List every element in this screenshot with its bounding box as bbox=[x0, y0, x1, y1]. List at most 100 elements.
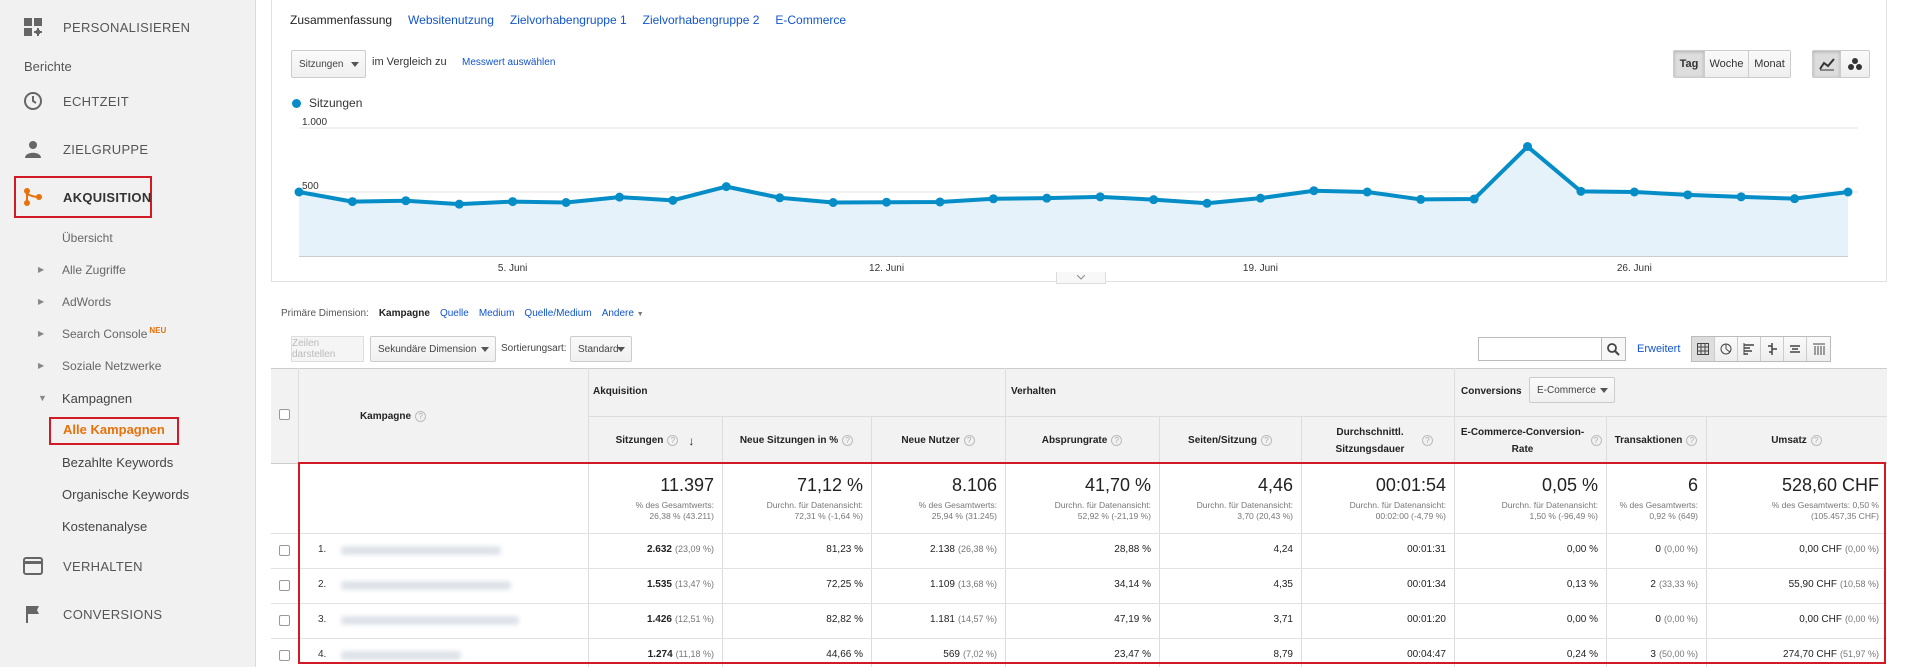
chart-collapse-handle[interactable] bbox=[1056, 272, 1106, 284]
tab-ecommerce[interactable]: E-Commerce bbox=[775, 13, 847, 27]
collapse-arrow-icon[interactable]: ▼ bbox=[38, 393, 47, 403]
sidebar-item-social[interactable]: Soziale Netzwerke bbox=[62, 359, 162, 373]
show-rows-button[interactable]: Zeilen darstellen bbox=[291, 336, 364, 362]
col-header-sessions[interactable]: Sitzungen? ↓ bbox=[588, 417, 722, 464]
data-point bbox=[454, 199, 464, 209]
pie-view-icon[interactable] bbox=[1715, 337, 1738, 361]
col-header-transactions[interactable]: Transaktionen? bbox=[1606, 417, 1706, 464]
sidebar-item-search-console[interactable]: Search Console NEU bbox=[62, 326, 166, 341]
acquisition-branch-icon bbox=[22, 186, 44, 208]
secondary-dimension-dropdown[interactable]: Sekundäre Dimension bbox=[370, 336, 496, 362]
help-icon[interactable]: ? bbox=[1810, 435, 1822, 446]
nav-realtime[interactable]: ECHTZEIT bbox=[0, 84, 256, 118]
row-checkbox[interactable] bbox=[279, 650, 290, 661]
total-ecommerce-conversion-rate-comparison: 1,50 % (-96,49 %) bbox=[1529, 511, 1598, 521]
dimension-source-medium[interactable]: Quelle/Medium bbox=[524, 308, 592, 319]
sidebar-item-overview[interactable]: Übersicht bbox=[62, 231, 113, 245]
sidebar-item-adwords[interactable]: AdWords bbox=[62, 295, 112, 309]
conversion-type-dropdown[interactable]: E-Commerce bbox=[1529, 377, 1615, 403]
period-month-button[interactable]: Monat bbox=[1749, 51, 1790, 77]
metric-dropdown[interactable]: Sitzungen bbox=[291, 50, 366, 78]
advanced-filter-link[interactable]: Erweitert bbox=[1637, 343, 1681, 355]
row-checkbox[interactable] bbox=[279, 545, 290, 556]
campaign-name-link[interactable] bbox=[341, 651, 461, 660]
cell-sessions-value: 1.274 bbox=[647, 649, 673, 660]
campaign-name-link[interactable] bbox=[341, 581, 511, 590]
tab-summary[interactable]: Zusammenfassung bbox=[290, 13, 393, 27]
clock-icon bbox=[22, 90, 44, 112]
sidebar-item-paid-keywords[interactable]: Bezahlte Keywords bbox=[62, 455, 174, 470]
help-icon[interactable]: ? bbox=[1422, 435, 1433, 446]
cell-transactions-value: 0 bbox=[1655, 614, 1661, 625]
col-header-ecommerce-conversion-rate[interactable]: E-Commerce-Conversion-Rate? bbox=[1454, 417, 1606, 464]
help-icon[interactable]: ? bbox=[667, 435, 679, 446]
col-header-new-sessions-pct[interactable]: Neue Sitzungen in %? bbox=[722, 417, 871, 464]
dimension-source[interactable]: Quelle bbox=[439, 308, 469, 319]
total-pages-per-session-caption: Durchn. für Datenansicht: bbox=[1196, 500, 1293, 510]
col-header-pages-per-session[interactable]: Seiten/Sitzung? bbox=[1159, 417, 1301, 464]
help-icon[interactable]: ? bbox=[1686, 435, 1698, 446]
campaign-name-link[interactable] bbox=[341, 546, 501, 555]
nav-behavior-label: VERHALTEN bbox=[63, 558, 143, 574]
nav-audience[interactable]: ZIELGRUPPE bbox=[0, 132, 256, 166]
tab-goal-set-1[interactable]: Zielvorhabengruppe 1 bbox=[509, 13, 627, 27]
col-header-revenue[interactable]: Umsatz? bbox=[1706, 417, 1887, 464]
sidebar-item-all-traffic[interactable]: Alle Zugriffe bbox=[62, 263, 126, 277]
sort-descending-icon[interactable]: ↓ bbox=[688, 433, 695, 448]
search-button[interactable] bbox=[1602, 337, 1626, 361]
comparison-view-icon[interactable] bbox=[1761, 337, 1784, 361]
expand-arrow-icon[interactable]: ▶ bbox=[38, 329, 45, 338]
dimension-medium[interactable]: Medium bbox=[478, 308, 515, 319]
expand-arrow-icon[interactable]: ▶ bbox=[38, 297, 45, 306]
col-header-bounce-rate[interactable]: Absprungrate? bbox=[1005, 417, 1159, 464]
nav-behavior[interactable]: VERHALTEN bbox=[0, 549, 256, 583]
pivot-view-icon[interactable] bbox=[1807, 337, 1830, 361]
period-week-button[interactable]: Woche bbox=[1705, 51, 1749, 77]
cell-new-users-share: (14,57 %) bbox=[957, 614, 997, 624]
total-avg-session-duration-value: 00:01:54 bbox=[1375, 475, 1446, 495]
sort-type-dropdown[interactable]: Standard bbox=[570, 336, 632, 362]
data-point bbox=[1790, 194, 1800, 204]
row-checkbox[interactable] bbox=[279, 615, 290, 626]
help-icon[interactable]: ? bbox=[842, 435, 854, 446]
col-header-new-users[interactable]: Neue Nutzer? bbox=[871, 417, 1005, 464]
help-icon[interactable]: ? bbox=[415, 410, 427, 422]
help-icon[interactable]: ? bbox=[1111, 435, 1123, 446]
cell-revenue: 0,00 CHF (0,00 %) bbox=[1799, 544, 1879, 555]
help-icon[interactable]: ? bbox=[963, 435, 975, 446]
col-header-campaign[interactable]: Kampagne? bbox=[298, 368, 588, 464]
campaign-name-link[interactable] bbox=[341, 616, 519, 625]
nav-personalize[interactable]: PERSONALISIEREN bbox=[0, 10, 256, 44]
nav-acquisition[interactable]: AKQUISITION bbox=[0, 180, 256, 214]
total-avg-session-duration-comparison: 00:02:00 (-4,79 %) bbox=[1375, 511, 1446, 521]
tab-site-usage[interactable]: Websitenutzung bbox=[408, 13, 494, 27]
nav-conversions[interactable]: CONVERSIONS bbox=[0, 597, 256, 631]
cell-pages-per-session: 8,79 bbox=[1274, 649, 1293, 660]
select-all-checkbox[interactable] bbox=[279, 409, 290, 420]
dimension-campaign[interactable]: Kampagne bbox=[378, 308, 430, 319]
period-day-button[interactable]: Tag bbox=[1674, 51, 1705, 77]
sidebar-item-campaigns[interactable]: Kampagnen bbox=[62, 391, 133, 406]
expand-arrow-icon[interactable]: ▶ bbox=[38, 361, 45, 370]
term-cloud-view-icon[interactable] bbox=[1784, 337, 1807, 361]
sidebar-item-all-campaigns[interactable]: Alle Kampagnen bbox=[63, 422, 165, 437]
sidebar-item-cost-analysis[interactable]: Kostenanalyse bbox=[62, 519, 148, 534]
table-search-input[interactable] bbox=[1478, 337, 1602, 361]
col-header-avg-session-duration[interactable]: Durchschnittl. Sitzungsdauer? bbox=[1301, 417, 1454, 464]
row-checkbox[interactable] bbox=[279, 580, 290, 591]
data-table-view-icon[interactable] bbox=[1692, 337, 1715, 361]
cell-new-sessions-pct-value: 44,66 % bbox=[826, 649, 863, 660]
motion-chart-icon[interactable] bbox=[1841, 51, 1869, 77]
performance-view-icon[interactable] bbox=[1738, 337, 1761, 361]
cell-new-users-value: 569 bbox=[943, 649, 960, 660]
line-chart-icon[interactable] bbox=[1813, 51, 1841, 77]
help-icon[interactable]: ? bbox=[1590, 435, 1602, 446]
sidebar-item-organic-keywords[interactable]: Organische Keywords bbox=[62, 487, 190, 502]
total-sessions-caption: % des Gesamtwerts: bbox=[635, 500, 714, 510]
select-metric-link[interactable]: Messwert auswählen bbox=[462, 57, 556, 68]
tab-goal-set-2[interactable]: Zielvorhabengruppe 2 bbox=[642, 13, 760, 27]
data-point bbox=[1576, 186, 1586, 196]
help-icon[interactable]: ? bbox=[1260, 435, 1272, 446]
expand-arrow-icon[interactable]: ▶ bbox=[38, 265, 45, 274]
dimension-other[interactable]: Andere ▼ bbox=[602, 308, 644, 319]
